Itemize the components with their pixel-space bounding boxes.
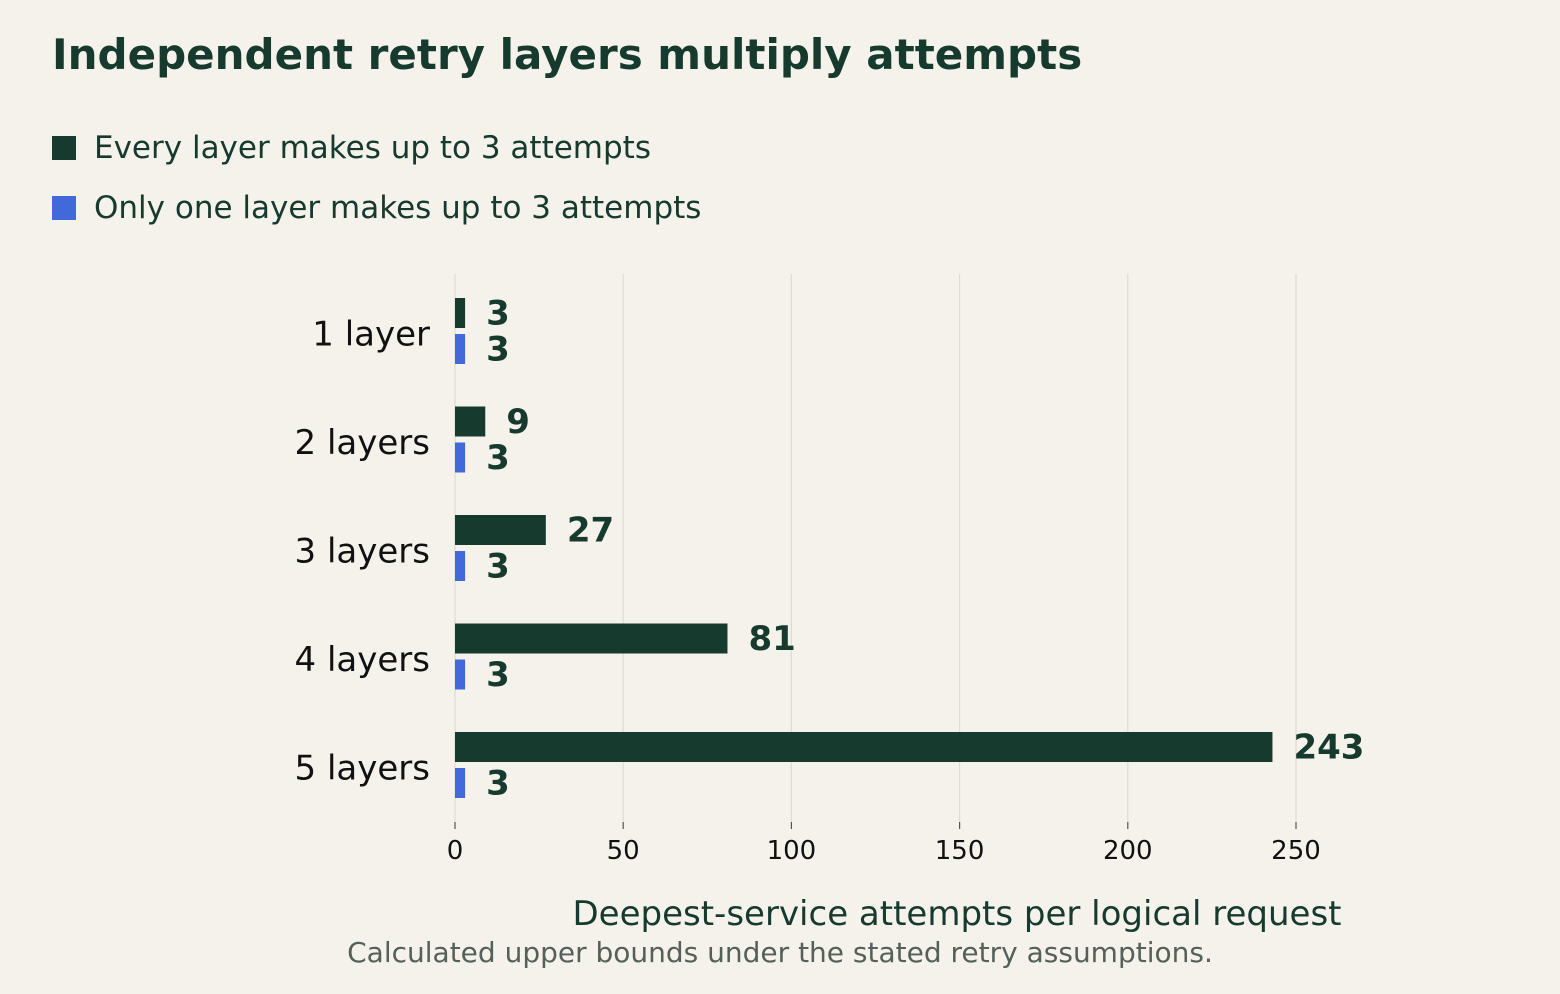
- x-tick-label: 150: [935, 836, 985, 866]
- data-label: 243: [1293, 728, 1364, 768]
- bar-every-layer: [455, 623, 728, 654]
- legend-item-every-layer: Every layer makes up to 3 attempts: [52, 130, 651, 166]
- chart-title: Independent retry layers multiply attemp…: [52, 30, 1083, 79]
- legend-label-one-layer: Only one layer makes up to 3 attempts: [94, 190, 702, 226]
- bar-every-layer: [455, 732, 1273, 762]
- x-tick-label: 200: [1103, 836, 1153, 866]
- bar-every-layer: [455, 406, 486, 437]
- y-category-label: 3 layers: [295, 532, 430, 572]
- data-label: 27: [567, 511, 614, 551]
- x-tick-label: 0: [447, 836, 464, 866]
- bar-every-layer: [455, 298, 466, 328]
- y-category-label: 5 layers: [295, 749, 430, 789]
- bar-every-layer: [455, 515, 546, 545]
- legend-label-every-layer: Every layer makes up to 3 attempts: [94, 130, 651, 166]
- data-label: 9: [506, 402, 530, 442]
- bar-one-layer: [455, 768, 466, 798]
- x-tick-label: 50: [607, 836, 640, 866]
- data-label: 81: [748, 619, 795, 659]
- legend-item-one-layer: Only one layer makes up to 3 attempts: [52, 190, 701, 226]
- data-label: 3: [486, 330, 510, 370]
- chart-caption: Calculated upper bounds under the stated…: [347, 936, 1213, 969]
- legend-swatch-every-layer: [52, 136, 76, 160]
- data-label: 3: [486, 764, 510, 804]
- bar-one-layer: [455, 442, 466, 473]
- y-category-label: 1 layer: [312, 315, 430, 355]
- data-label: 3: [486, 438, 510, 478]
- bar-one-layer: [455, 551, 466, 581]
- bar-one-layer: [455, 334, 466, 364]
- data-label: 3: [486, 547, 510, 587]
- data-label: 3: [486, 294, 510, 334]
- x-tick-label: 250: [1271, 836, 1321, 866]
- legend-swatch-one-layer: [52, 196, 76, 220]
- y-category-label: 2 layers: [295, 423, 430, 463]
- bar-one-layer: [455, 659, 466, 690]
- data-label: 3: [486, 655, 510, 695]
- x-axis-label: Deepest-service attempts per logical req…: [573, 894, 1342, 934]
- y-category-label: 4 layers: [295, 640, 430, 680]
- x-tick-label: 100: [767, 836, 817, 866]
